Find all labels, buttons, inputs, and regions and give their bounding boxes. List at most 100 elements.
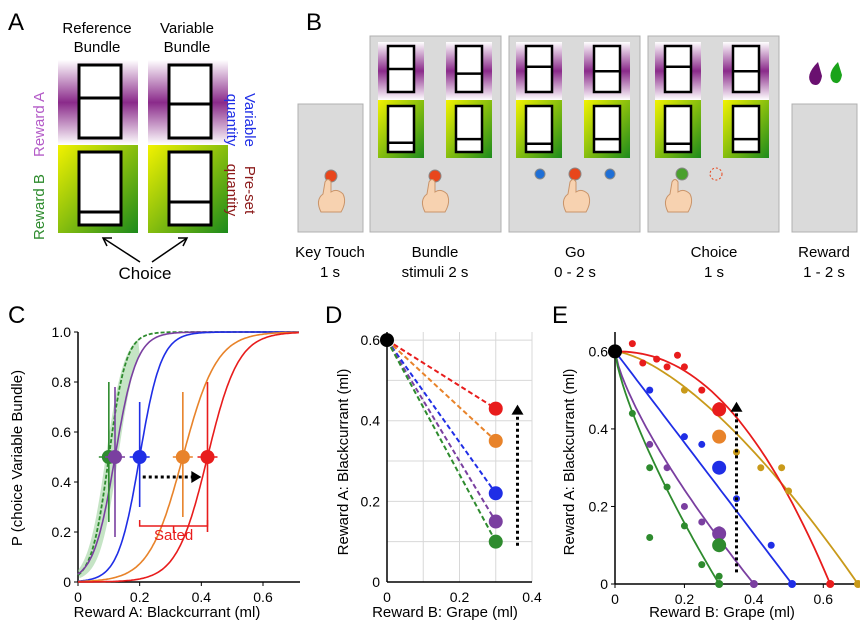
choice-arrows	[101, 237, 189, 263]
e-sample-gold	[778, 464, 786, 472]
variable-bundle-title-2: Bundle	[164, 39, 211, 56]
d-point-purple	[488, 514, 503, 529]
d-ytick-label: 0.6	[361, 332, 381, 348]
e-sample-purple	[646, 440, 654, 448]
c-xtick-label: 0.2	[130, 589, 150, 605]
e-sample-purple	[663, 464, 671, 472]
hand-icon	[421, 179, 450, 213]
panel-letter-b: B	[306, 9, 322, 36]
d-point-orange	[488, 433, 503, 448]
reference-bundle-stimulus	[58, 60, 138, 233]
panel-c: C P (choice Variable Bundle) Reward A: B…	[8, 302, 300, 621]
c-curve-orange	[77, 331, 299, 583]
panel-b: B Key Touch 1 s Bundle stimuli 2 s Go 0 - 2 s…	[295, 9, 858, 281]
e-sample-red	[673, 351, 681, 359]
phase-label: Bundle	[412, 244, 459, 261]
mini-reward-b-box	[663, 104, 693, 154]
phase-label: Reward	[798, 244, 850, 261]
c-ytick-label: 1.0	[52, 324, 72, 340]
c-point-orange	[175, 450, 190, 464]
reward-a-label: Reward A	[31, 92, 48, 157]
e-sample-gold	[680, 386, 688, 394]
mini-reward-a-box	[524, 44, 554, 94]
phase-labels: Key Touch 1 s Bundle stimuli 2 s Go 0 - 2 s Ch…	[295, 244, 850, 281]
mini-reward-b-box	[386, 104, 416, 154]
c-xtick-label: 0.4	[192, 589, 212, 605]
screen-key-touch	[297, 103, 364, 233]
panel-letter-e: E	[552, 302, 568, 329]
unchosen-dot	[709, 167, 723, 181]
preset-quantity-label-2: quantity	[223, 164, 240, 217]
variable-bundle-stimulus	[148, 60, 228, 233]
d-origin-point	[380, 333, 394, 348]
e-mean-blue	[712, 460, 727, 475]
e-endpoint-blue	[788, 580, 797, 588]
phase-label: Go	[565, 244, 585, 261]
d-xtick-label: 0	[383, 589, 391, 605]
chart-c: 0 0.2 0.4 0.6 0.8 1.0 0 0.2 0.4 0.6 Sated	[52, 324, 300, 605]
e-sample-green	[646, 533, 654, 541]
e-ytick-label: 0.4	[589, 421, 609, 437]
phase-duration: 1 s	[320, 264, 340, 281]
e-xtick-label: 0.4	[744, 591, 764, 607]
e-sample-red	[680, 363, 688, 371]
e-ytick-label: 0.2	[589, 498, 609, 514]
d-line-green	[386, 339, 497, 543]
mini-reward-b-box	[524, 104, 554, 154]
e-sample-purple	[680, 502, 688, 510]
reference-bundle-title-1: Reference	[62, 20, 131, 37]
d-shift-arrowhead	[511, 404, 524, 415]
c-point-blue	[132, 450, 147, 464]
d-point-green	[488, 534, 503, 549]
e-sample-green	[663, 483, 671, 491]
d-ytick-label: 0.4	[361, 413, 381, 429]
e-xtick-label: 0.2	[675, 591, 695, 607]
phase-duration: 0 - 2 s	[554, 264, 596, 281]
e-shift-arrowhead	[730, 401, 743, 412]
d-line-orange	[386, 339, 497, 442]
e-sample-green	[698, 561, 706, 569]
c-ytick-label: 0.6	[52, 424, 72, 440]
e-xtick-label: 0.6	[814, 591, 834, 607]
e-mean-green	[712, 538, 727, 553]
d-line-purple	[386, 339, 497, 523]
c-point-purple	[108, 450, 122, 464]
hand-icon	[317, 179, 346, 213]
c-xtick-label: 0.6	[253, 589, 273, 605]
c-curve-blue	[77, 331, 299, 582]
e-sample-red	[639, 359, 647, 367]
e-sample-red	[653, 355, 661, 363]
target-dot-left	[534, 168, 546, 180]
grape-drop-icon	[830, 62, 842, 84]
d-xtick-label: 0.2	[450, 589, 470, 605]
c-ytick-label: 0.2	[52, 524, 72, 540]
e-curve-red	[614, 350, 832, 585]
phase-duration: 1 s	[704, 264, 724, 281]
d-xtick-label: 0.4	[522, 589, 542, 605]
e-endpoint-gold	[854, 580, 860, 588]
c-ylabel: P (choice Variable Bundle)	[9, 370, 26, 546]
e-curve-blue	[614, 350, 793, 585]
e-endpoint-red	[826, 580, 835, 588]
panel-e: E Reward A: Blackcurrant (ml) Reward B: …	[552, 302, 860, 621]
phase-label: Key Touch	[295, 244, 365, 261]
e-sample-green	[646, 464, 654, 472]
e-sample-green	[680, 522, 688, 530]
c-xlabel: Reward A: Blackcurrant (ml)	[74, 604, 261, 621]
reward-b-label: Reward B	[31, 174, 48, 240]
e-sample-gold	[757, 464, 765, 472]
chart-d: 0 0.2 0.4 0.6 0 0.2 0.4	[361, 332, 542, 605]
reference-bundle-title-2: Bundle	[74, 39, 121, 56]
e-sample-blue	[767, 541, 775, 549]
d-point-red	[488, 401, 503, 416]
e-sample-gold	[785, 487, 793, 495]
d-ytick-label: 0.2	[361, 493, 381, 509]
e-ytick-label: 0	[600, 576, 608, 592]
c-xtick-label: 0	[74, 589, 82, 605]
blackcurrant-drop-icon	[809, 62, 822, 85]
e-xlabel: Reward B: Grape (ml)	[649, 604, 795, 621]
e-endpoint-purple	[749, 580, 758, 588]
mini-bundle-stimuli	[378, 42, 769, 158]
panel-letter-c: C	[8, 302, 25, 329]
e-sample-red	[663, 363, 671, 371]
